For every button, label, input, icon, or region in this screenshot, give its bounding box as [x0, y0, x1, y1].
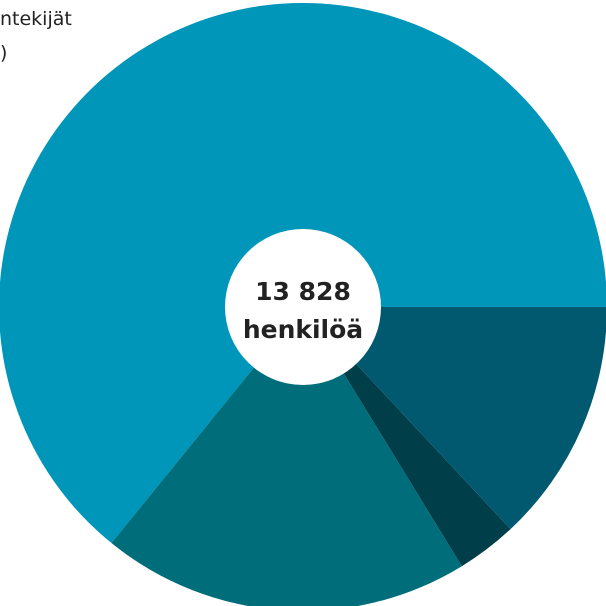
pie-slice-3	[303, 307, 511, 567]
total-unit-label: henkilöä	[243, 315, 363, 344]
pie-slice-4	[303, 307, 606, 530]
center-hole	[225, 229, 381, 385]
chart-title-line-2: )	[0, 42, 8, 64]
pie-slice-2	[111, 307, 462, 606]
total-count-label: 13 828	[255, 277, 351, 306]
chart-title-line-1: ntekijät	[0, 8, 72, 30]
